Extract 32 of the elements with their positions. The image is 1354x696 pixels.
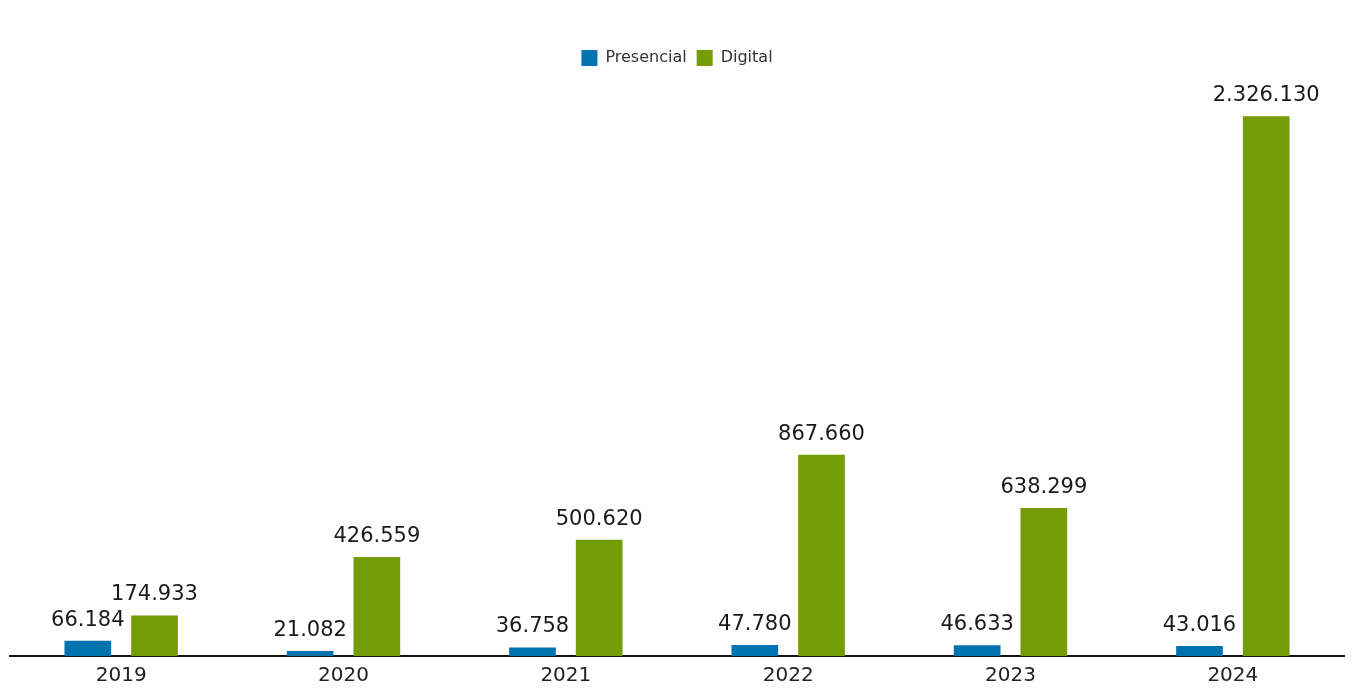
- x-tick-label: 2022: [762, 662, 814, 687]
- data-label: 2.326.130: [1212, 82, 1320, 107]
- data-label: 36.758: [495, 613, 570, 638]
- bar: [131, 615, 178, 656]
- bar: [1242, 116, 1290, 656]
- data-label: 21.082: [273, 617, 347, 642]
- data-label: 47.780: [718, 610, 792, 635]
- legend-label: Digital: [720, 47, 773, 67]
- bar: [953, 645, 1001, 656]
- data-label: 43.016: [1162, 611, 1237, 636]
- data-label: 638.299: [1000, 473, 1088, 498]
- bar: [353, 557, 401, 656]
- x-tick-label: 2020: [318, 662, 369, 687]
- data-label: 500.620: [555, 505, 643, 530]
- bar: [286, 651, 334, 656]
- bar: [798, 454, 845, 656]
- data-label: 867.660: [778, 420, 865, 445]
- legend-label: Presencial: [605, 47, 687, 67]
- bar: [731, 644, 779, 656]
- data-label: 66.184: [51, 606, 125, 631]
- bar: [64, 640, 112, 656]
- bar: [1020, 507, 1068, 656]
- data-label: 46.633: [940, 611, 1014, 636]
- data-label: 426.559: [333, 522, 421, 547]
- x-tick-label: 2024: [1207, 662, 1259, 687]
- x-tick-label: 2021: [540, 662, 592, 687]
- bar: [1176, 646, 1223, 656]
- bar: [575, 539, 623, 656]
- x-tick-label: 2019: [95, 662, 147, 687]
- x-tick-label: 2023: [985, 662, 1036, 687]
- bar: [509, 647, 556, 656]
- data-label: 174.933: [111, 581, 198, 606]
